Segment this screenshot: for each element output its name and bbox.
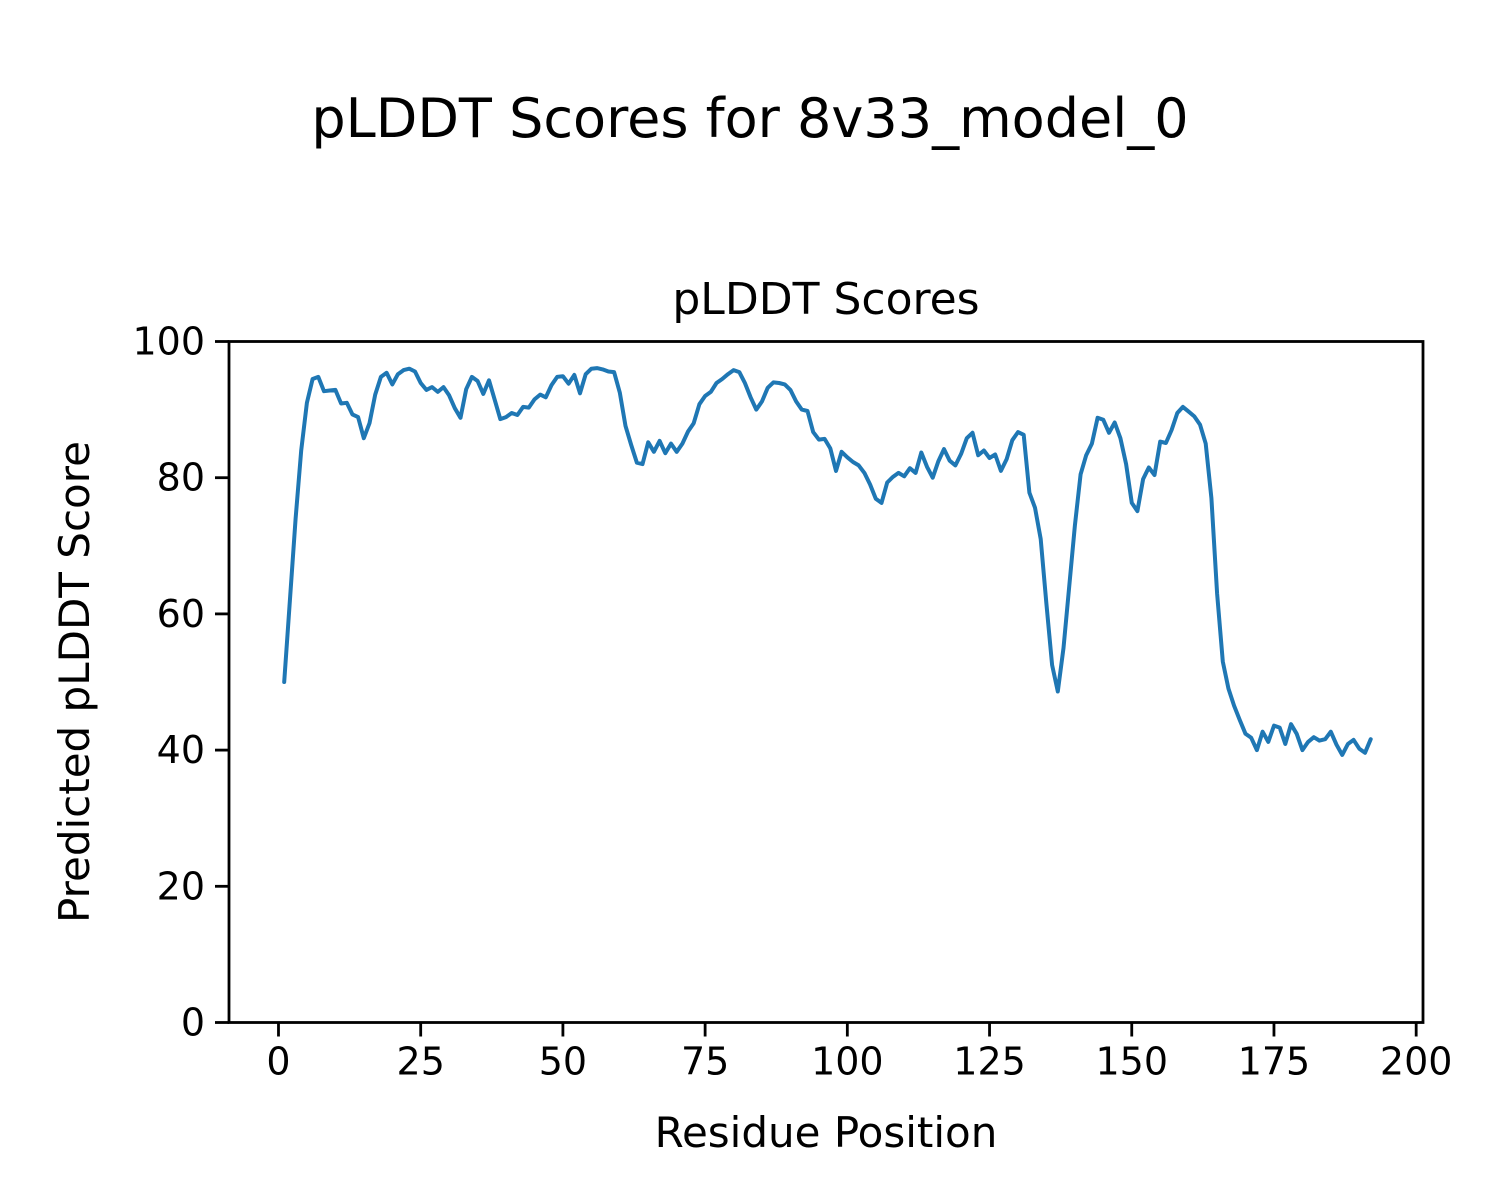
y-tick-label: 0 [181, 1001, 205, 1045]
x-tick-label: 150 [1095, 1040, 1168, 1084]
y-tick-label: 100 [132, 320, 205, 364]
axes-spines [227, 340, 1425, 1024]
x-tick-label: 0 [266, 1040, 290, 1084]
x-tick-label: 50 [539, 1040, 587, 1084]
x-tick-label: 200 [1380, 1040, 1453, 1084]
y-tick-label: 40 [157, 728, 205, 772]
plot-content: 0 25 50 75 100 125 150 175 200 0 20 40 60 80 100 [132, 320, 1452, 1084]
x-tick-label: 100 [811, 1040, 884, 1084]
y-tick-label: 60 [157, 592, 205, 636]
y-tick-label: 20 [157, 864, 205, 908]
x-tick-label: 75 [681, 1040, 729, 1084]
x-tick-label: 125 [953, 1040, 1026, 1084]
x-tick-label: 25 [397, 1040, 445, 1084]
x-tick-label: 175 [1238, 1040, 1311, 1084]
y-tick-label: 80 [157, 456, 205, 500]
plddt-line [282, 366, 1373, 757]
x-axis-label: Residue Position [654, 1108, 998, 1157]
figure-title: pLDDT Scores for 8v33_model_0 [311, 87, 1189, 150]
axes-title: pLDDT Scores [672, 274, 980, 325]
